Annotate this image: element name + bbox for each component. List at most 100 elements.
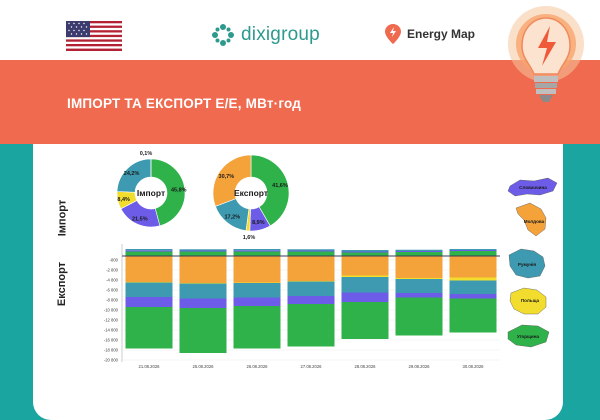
bar-segment (233, 283, 281, 298)
slice-label: 21,5% (132, 217, 148, 223)
country-label: Польща (521, 298, 540, 303)
bar-segment (287, 296, 335, 304)
bar-segment (233, 297, 281, 306)
bar-segment (395, 278, 443, 279)
bar-segment (233, 251, 281, 256)
bar-segment (233, 306, 281, 349)
bar-segment (449, 280, 497, 294)
bar-segment (395, 279, 443, 293)
pie-slice (212, 154, 252, 207)
country-label: Словаччина (519, 185, 547, 190)
country-shape (507, 324, 550, 348)
bar-segment (179, 256, 227, 283)
bar-segment (341, 302, 389, 339)
y-tick-label: -6 800 (106, 288, 119, 293)
bar-segment (341, 292, 389, 302)
bar-segment (395, 251, 443, 252)
bar-segment (233, 250, 281, 252)
y-tick-label: -10 800 (104, 308, 119, 313)
bar-segment (449, 249, 497, 250)
donut-hole (135, 177, 167, 209)
bar-segment (449, 250, 497, 251)
pie-slice (250, 154, 290, 227)
country-shape (508, 248, 546, 279)
pie-slice (150, 158, 186, 227)
bar-segment (341, 252, 389, 256)
bar-segment (449, 251, 497, 256)
slice-label: 30,7% (219, 174, 235, 180)
bar-segment (287, 304, 335, 347)
stacked-bar-chart: -20 800 -18 800 -16 800 -14 800 -12 800 -10 8… (104, 244, 500, 369)
y-tick-label: -20 800 (104, 358, 119, 363)
slice-label: 1,6% (243, 235, 256, 241)
slice-label: 24,2% (124, 171, 140, 177)
bar-segment (449, 256, 497, 278)
bar-segment (125, 256, 173, 282)
bar-segment (233, 256, 281, 283)
bar-segment (395, 256, 443, 278)
x-tick-label: 28.08.2026 (355, 364, 377, 369)
bar-segment (395, 297, 443, 336)
x-tick-label: 26.08.2026 (247, 364, 269, 369)
map-pin-icon (385, 24, 401, 44)
y-tick-label: -14 800 (104, 328, 119, 333)
bar-segment (341, 251, 389, 253)
bar-segment (287, 281, 335, 282)
bar-segment (287, 251, 335, 256)
bar-segment (179, 249, 227, 251)
y-tick-label: -12 800 (104, 318, 119, 323)
bar-segment (341, 250, 389, 252)
donut-hole (235, 177, 267, 209)
country-label: Молдова (524, 219, 545, 224)
bar-segment (179, 250, 227, 252)
x-tick-label: 25.08.2026 (193, 364, 215, 369)
slice-label: 8,9% (252, 220, 265, 226)
us-flag-icon (66, 21, 122, 51)
donut-title: Імпорт (137, 188, 165, 198)
y-tick-label: -8 800 (106, 298, 119, 303)
dixigroup-logo[interactable]: dixigroup (211, 22, 320, 48)
bar-segment (287, 249, 335, 251)
country-label: Угорщина (517, 334, 540, 339)
y-tick-label: -18 800 (104, 348, 119, 353)
country-shape (509, 287, 547, 315)
bar-segment (395, 293, 443, 298)
bar-segment (395, 252, 443, 256)
bar-segment (449, 277, 497, 281)
y-tick-label: -800 (110, 258, 119, 263)
bar-segment (179, 308, 227, 353)
energy-map-link[interactable]: Energy Map (385, 24, 475, 44)
x-tick-label: 27.08.2026 (301, 364, 323, 369)
country-shape (507, 177, 558, 197)
x-tick-label: 29.08.2026 (409, 364, 431, 369)
bar-segment (341, 275, 389, 277)
bar-segment (179, 251, 227, 256)
country-shape (515, 202, 547, 237)
bar-segment (179, 283, 227, 284)
bar-segment (233, 282, 281, 283)
slice-label: 0,1% (140, 151, 153, 157)
bar-segment (449, 298, 497, 333)
bar-segment (395, 249, 443, 251)
donut-charts: 45,8% 21,5% 8,4% 24,2% 0,1% Імпорт 41,6% 8,9% 1,… (116, 151, 290, 241)
page-title: ІМПОРТ ТА ЕКСПОРТ Е/Е, МВт·год (67, 96, 302, 111)
bar-segment (125, 307, 173, 349)
slice-label: 8,4% (117, 197, 130, 203)
x-tick-label: 21.08.2026 (139, 364, 161, 369)
bar-segment (179, 283, 227, 299)
donut-title: Експорт (234, 188, 268, 198)
bar-segment (287, 250, 335, 252)
dixigroup-logo-icon (212, 24, 234, 46)
bar-segment (179, 298, 227, 308)
bar-segment (287, 281, 335, 296)
y-tick-label: -16 800 (104, 338, 119, 343)
slice-label: 45,8% (171, 187, 187, 193)
logo-text: dixigroup (241, 24, 320, 45)
bar-segment (449, 294, 497, 299)
country-label: Румунія (518, 262, 537, 267)
energy-map-label: Energy Map (407, 27, 476, 41)
y-tick-label: -4 800 (106, 278, 119, 283)
bar-segment (125, 249, 173, 251)
x-tick-label: 30.08.2026 (463, 364, 485, 369)
